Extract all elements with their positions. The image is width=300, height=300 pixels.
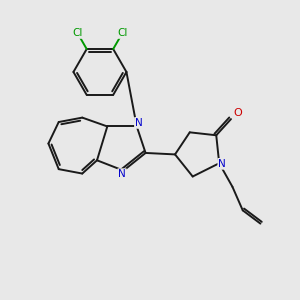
Text: Cl: Cl bbox=[72, 28, 82, 38]
Text: N: N bbox=[218, 159, 226, 169]
Text: N: N bbox=[135, 118, 143, 128]
Text: N: N bbox=[118, 169, 126, 179]
Text: O: O bbox=[233, 108, 242, 118]
Text: Cl: Cl bbox=[118, 28, 128, 38]
